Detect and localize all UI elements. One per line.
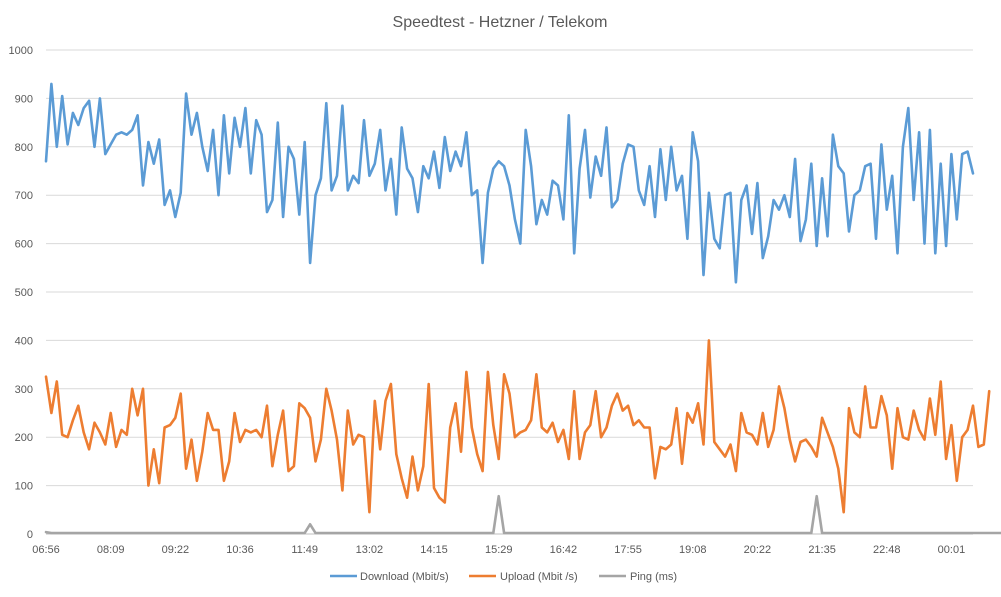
x-tick-label: 16:42	[550, 544, 578, 556]
gridlines	[46, 49, 973, 535]
x-tick-label: 13:02	[356, 544, 384, 556]
y-tick-label: 1000	[9, 45, 33, 57]
legend: Download (Mbit/s) Upload (Mbit /s) Ping (m…	[330, 571, 677, 583]
x-tick-label: 14:15	[420, 544, 448, 556]
y-tick-label: 800	[15, 142, 33, 154]
x-axis-ticks: 06:56 08:09 09:22 10:36 11:49 13:02 14:15 15:29…	[32, 544, 965, 556]
y-tick-label: 700	[15, 190, 33, 202]
series-line-download	[44, 82, 975, 284]
legend-label: Download (Mbit/s)	[360, 571, 449, 583]
y-tick-label: 200	[15, 432, 33, 444]
legend-item: Download (Mbit/s)	[330, 571, 449, 583]
y-tick-label: 100	[15, 481, 33, 493]
legend-item: Upload (Mbit /s)	[469, 571, 578, 583]
x-tick-label: 10:36	[226, 544, 254, 556]
x-tick-label: 11:49	[291, 544, 318, 556]
series-line-upload	[44, 339, 991, 514]
x-tick-label: 17:55	[614, 544, 642, 556]
legend-item: Ping (ms)	[599, 571, 677, 583]
series-line-ping	[44, 494, 1001, 535]
y-tick-label: 300	[15, 384, 33, 396]
x-tick-label: 06:56	[32, 544, 60, 556]
chart-title: Speedtest - Hetzner / Telekom	[393, 14, 608, 31]
legend-label: Ping (ms)	[630, 571, 677, 583]
x-tick-label: 19:08	[679, 544, 707, 556]
x-tick-label: 15:29	[485, 544, 513, 556]
x-tick-label: 20:22	[744, 544, 772, 556]
y-axis-ticks: 0 100 200 300 400 500 600 700 800 900 1000	[9, 45, 33, 541]
x-tick-label: 21:35	[808, 544, 836, 556]
y-tick-label: 900	[15, 93, 33, 105]
x-tick-label: 22:48	[873, 544, 901, 556]
y-tick-label: 500	[15, 287, 33, 299]
y-tick-label: 400	[15, 335, 33, 347]
x-tick-label: 00:01	[938, 544, 966, 556]
legend-label: Upload (Mbit /s)	[500, 571, 578, 583]
y-tick-label: 600	[15, 239, 33, 251]
x-tick-label: 08:09	[97, 544, 125, 556]
series-lines	[44, 82, 1001, 535]
y-tick-label: 0	[27, 529, 33, 541]
x-tick-label: 09:22	[162, 544, 190, 556]
